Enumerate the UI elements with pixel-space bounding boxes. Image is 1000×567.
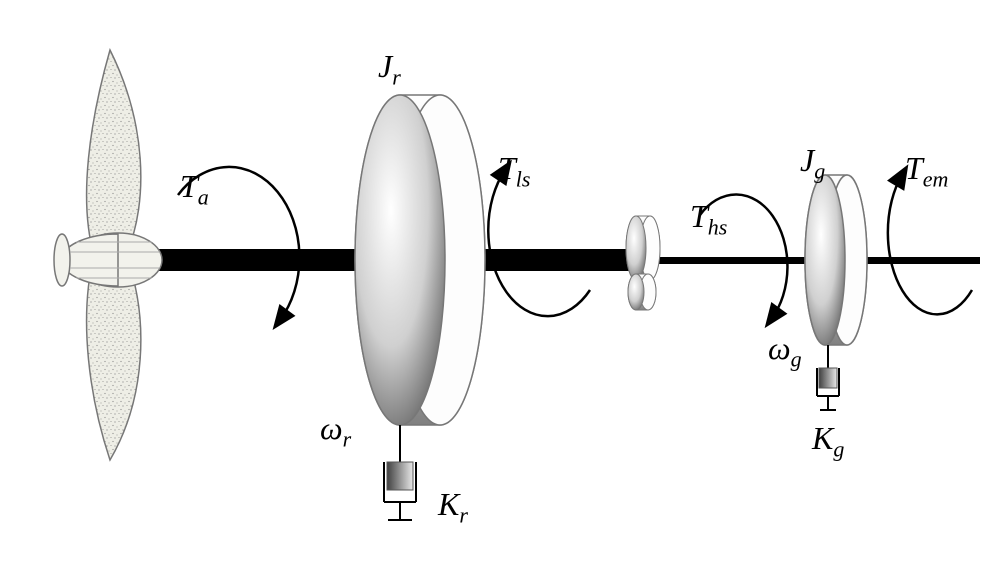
- label-omega-r: ωr: [320, 410, 351, 452]
- label-tls: Tls: [498, 150, 530, 192]
- label-ths: Ths: [690, 198, 727, 240]
- damper-kr: [384, 425, 416, 520]
- label-kr: Kr: [438, 486, 468, 528]
- arrow-tem: [888, 175, 972, 314]
- disk-jg: [805, 175, 867, 345]
- label-jr: Jr: [378, 48, 401, 90]
- damper-kg: [817, 345, 839, 410]
- gearbox: [626, 216, 660, 310]
- label-omega-g: ωg: [768, 330, 802, 372]
- label-ta: Ta: [180, 168, 209, 210]
- hub: [54, 233, 162, 287]
- label-kg: Kg: [812, 420, 844, 462]
- disk-jr: [355, 95, 485, 425]
- label-tem: Tem: [905, 150, 948, 192]
- label-jg: Jg: [800, 142, 825, 184]
- drivetrain-diagram: [0, 0, 1000, 567]
